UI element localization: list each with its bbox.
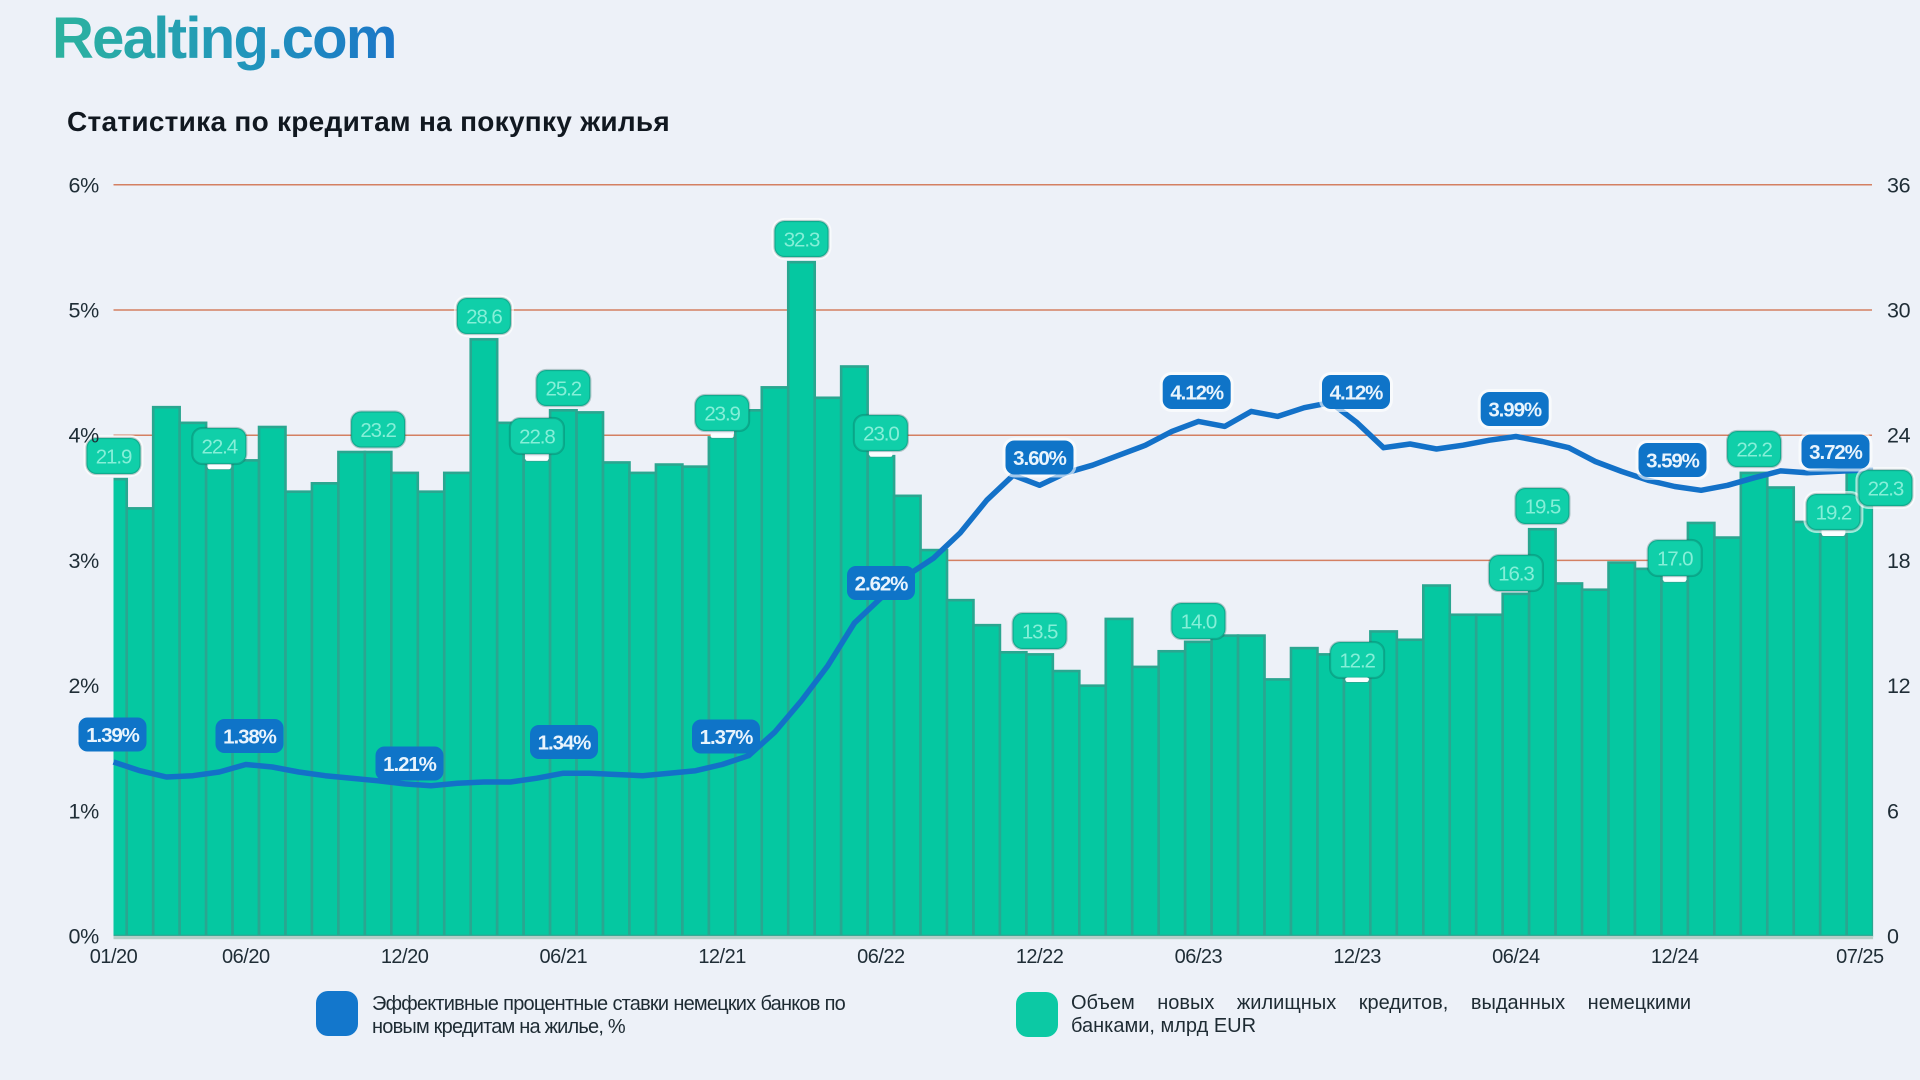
svg-text:6: 6	[1887, 799, 1899, 823]
svg-text:17.0: 17.0	[1657, 548, 1693, 571]
svg-text:06/21: 06/21	[540, 946, 588, 968]
svg-text:6%: 6%	[69, 173, 100, 197]
svg-text:4%: 4%	[69, 424, 100, 448]
svg-text:22.4: 22.4	[202, 436, 238, 459]
svg-text:06/20: 06/20	[222, 946, 270, 968]
svg-text:01/20: 01/20	[90, 946, 138, 968]
svg-text:22.8: 22.8	[519, 426, 555, 449]
svg-text:1.39%: 1.39%	[86, 724, 139, 747]
svg-text:12/23: 12/23	[1333, 946, 1381, 968]
svg-text:2.62%: 2.62%	[855, 573, 908, 596]
svg-text:3.60%: 3.60%	[1013, 447, 1066, 470]
svg-text:16.3: 16.3	[1498, 563, 1534, 586]
svg-text:19.5: 19.5	[1525, 496, 1561, 519]
svg-text:3%: 3%	[69, 549, 100, 573]
svg-text:12: 12	[1887, 674, 1910, 698]
svg-text:0%: 0%	[69, 925, 100, 949]
svg-text:36: 36	[1887, 173, 1911, 197]
svg-text:0: 0	[1887, 925, 1899, 949]
svg-text:4.12%: 4.12%	[1170, 382, 1223, 405]
svg-text:18: 18	[1887, 549, 1911, 573]
svg-text:12.2: 12.2	[1339, 650, 1375, 673]
svg-text:23.9: 23.9	[704, 403, 740, 426]
svg-text:14.0: 14.0	[1181, 611, 1217, 634]
svg-text:12/24: 12/24	[1651, 946, 1699, 968]
svg-text:1.38%: 1.38%	[223, 726, 276, 749]
svg-text:12/22: 12/22	[1016, 946, 1064, 968]
svg-text:25.2: 25.2	[546, 378, 582, 401]
svg-text:06/23: 06/23	[1175, 946, 1223, 968]
svg-text:12/20: 12/20	[381, 946, 429, 968]
svg-text:1.34%: 1.34%	[538, 732, 591, 755]
svg-text:4.12%: 4.12%	[1330, 382, 1383, 405]
svg-text:28.6: 28.6	[466, 306, 502, 329]
svg-text:2%: 2%	[69, 674, 100, 698]
svg-text:23.0: 23.0	[863, 423, 899, 446]
svg-text:30: 30	[1887, 299, 1911, 323]
svg-text:3.59%: 3.59%	[1646, 450, 1699, 473]
svg-text:1.37%: 1.37%	[700, 726, 753, 749]
svg-text:3.99%: 3.99%	[1488, 399, 1541, 422]
svg-text:5%: 5%	[69, 299, 100, 323]
svg-text:06/24: 06/24	[1492, 946, 1540, 968]
svg-text:1%: 1%	[69, 799, 100, 823]
svg-text:1.21%: 1.21%	[383, 753, 436, 776]
svg-text:32.3: 32.3	[784, 229, 820, 252]
svg-text:13.5: 13.5	[1022, 621, 1058, 644]
svg-text:22.3: 22.3	[1868, 478, 1904, 501]
svg-text:3.72%: 3.72%	[1809, 441, 1862, 464]
svg-text:21.9: 21.9	[96, 446, 132, 469]
svg-text:12/21: 12/21	[698, 946, 746, 968]
svg-text:07/25: 07/25	[1836, 946, 1884, 968]
svg-text:24: 24	[1887, 424, 1911, 448]
svg-text:23.2: 23.2	[360, 419, 396, 442]
svg-text:06/22: 06/22	[857, 946, 905, 968]
svg-text:22.2: 22.2	[1736, 439, 1772, 462]
svg-text:19.2: 19.2	[1816, 502, 1852, 525]
